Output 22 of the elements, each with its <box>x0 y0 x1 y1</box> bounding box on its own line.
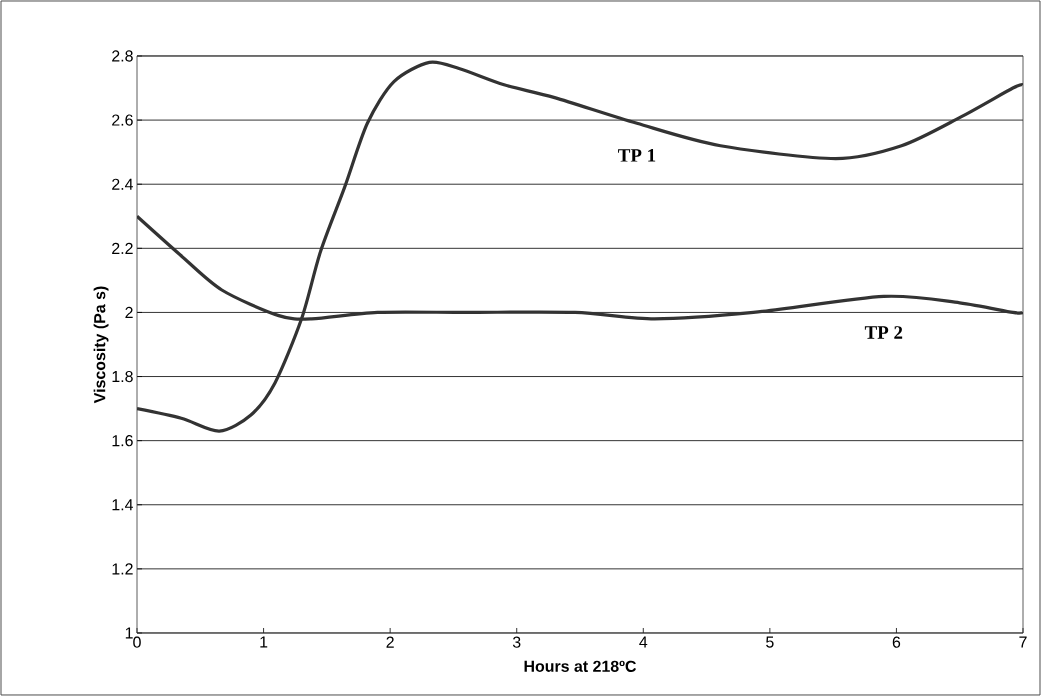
x-tick-label: 4 <box>639 636 648 648</box>
x-tick-label: 5 <box>766 636 774 648</box>
y-tick-label: 2.8 <box>112 50 133 62</box>
series-label: TP 1 <box>618 149 656 162</box>
y-tick-label: 2.6 <box>112 114 133 126</box>
x-tick-label: 3 <box>512 636 521 648</box>
y-tick-label: 1.2 <box>112 563 133 575</box>
x-axis-title: Hours at 218ºC <box>524 660 637 672</box>
series-label: TP 2 <box>864 326 903 339</box>
x-tick-label: 7 <box>1019 636 1027 648</box>
x-tick-label: 2 <box>386 636 394 648</box>
y-tick-label: 1.6 <box>112 435 133 447</box>
y-tick-label: 1 <box>125 627 133 639</box>
y-tick-label: 2.4 <box>112 178 134 190</box>
x-tick-label: 0 <box>133 636 141 648</box>
y-tick-label: 1.4 <box>112 499 134 511</box>
y-tick-label: 1.8 <box>112 370 133 383</box>
y-tick-label: 2.2 <box>112 242 133 254</box>
x-tick-label: 1 <box>260 636 268 648</box>
x-tick-label: 6 <box>892 636 901 648</box>
y-axis-title: Viscosity (Pa s) <box>93 286 109 404</box>
y-tick-label: 2 <box>125 306 133 318</box>
